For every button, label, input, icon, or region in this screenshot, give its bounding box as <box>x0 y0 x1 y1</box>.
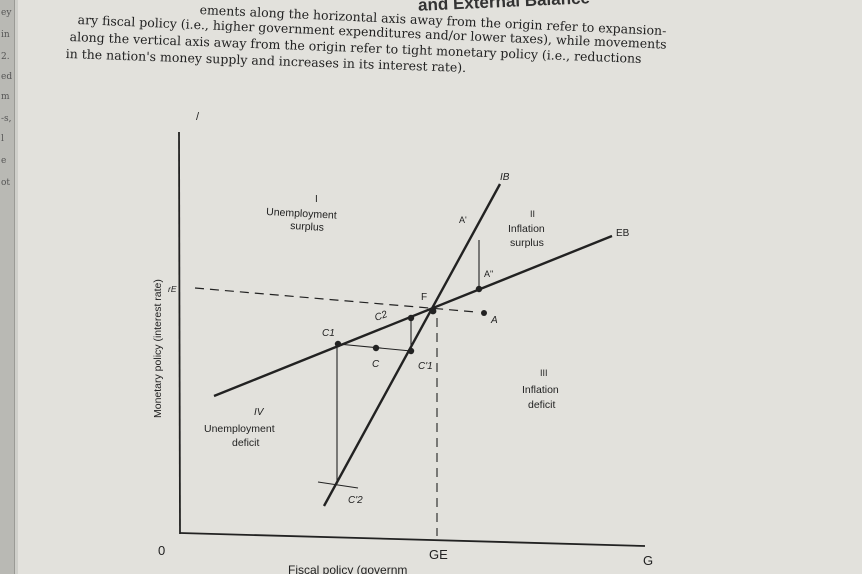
point-A-label: A <box>490 315 498 326</box>
adjacent-page-edge: ey in 2. ed m -s, l e ot <box>0 0 15 574</box>
region-II-line1: Inflation <box>508 223 545 235</box>
region-I-line2: surplus <box>290 220 324 234</box>
origin-label: 0 <box>158 543 165 558</box>
margin-fragment: -s, <box>1 114 12 124</box>
y-axis-label: Monetary policy (interest rate) <box>152 279 164 418</box>
point-C1-dot <box>334 340 342 348</box>
c2-prime-tick <box>317 481 359 489</box>
rE-label: rE <box>168 284 177 294</box>
book-page <box>18 0 862 574</box>
point-A-double-label: A" <box>484 269 493 279</box>
region-III-line1: Inflation <box>522 384 559 396</box>
point-C1-prime-dot <box>407 347 415 355</box>
region-III-numeral: III <box>540 368 548 378</box>
region-II-numeral: II <box>530 209 535 219</box>
margin-fragment: m <box>1 92 10 102</box>
margin-fragment: ey <box>1 8 12 18</box>
x-axis-label: Fiscal policy (governm <box>288 563 407 574</box>
rE-dashed-line <box>194 287 477 313</box>
point-F-label: F <box>421 292 427 303</box>
margin-fragment: 2. <box>1 52 10 62</box>
G-label: G <box>643 553 653 568</box>
point-A-marker <box>481 310 487 316</box>
point-F-dot <box>429 307 437 315</box>
point-C1-label: C1 <box>322 328 335 339</box>
margin-fragment: in <box>1 30 10 40</box>
margin-fragment: ed <box>1 72 13 82</box>
margin-fragment: e <box>1 156 7 166</box>
point-C1-prime-label: C'1 <box>418 361 433 372</box>
point-A-prime-label: A' <box>459 215 467 225</box>
region-I-numeral: I <box>315 194 318 205</box>
ib-line <box>322 183 502 507</box>
y-axis <box>178 131 181 535</box>
margin-fragment: ot <box>1 178 11 188</box>
GE-label: GE <box>429 547 448 562</box>
region-III-line2: deficit <box>528 399 556 411</box>
point-C2-dot <box>407 314 415 322</box>
point-C-label: C <box>372 359 380 370</box>
x-axis <box>179 532 646 547</box>
region-IV-line1: Unemployment <box>204 423 275 435</box>
point-C2-label: C2 <box>373 309 389 324</box>
region-IV-numeral: IV <box>254 407 265 418</box>
region-IV-line2: deficit <box>232 437 260 449</box>
point-A-dot <box>475 285 483 293</box>
region-I-line1: Unemployment <box>266 206 337 222</box>
region-II-line2: surplus <box>510 237 544 249</box>
EB-label: EB <box>616 228 630 239</box>
IB-label: IB <box>500 172 510 183</box>
point-C-dot <box>372 344 380 352</box>
point-C2-prime-label: C'2 <box>348 495 363 506</box>
y-top-mark: / <box>196 111 200 123</box>
margin-fragment: l <box>1 134 4 144</box>
